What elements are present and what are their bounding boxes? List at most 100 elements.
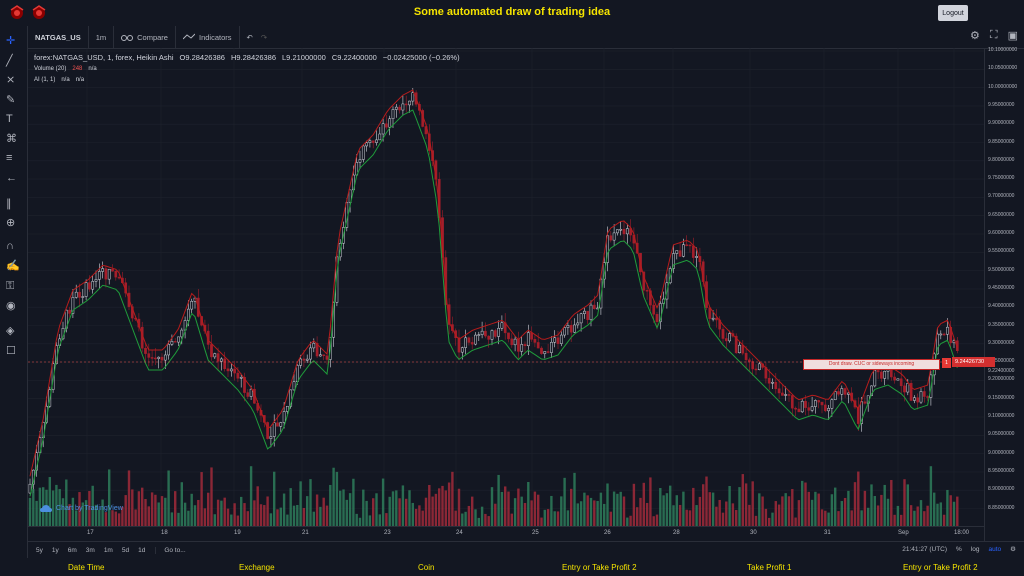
symbol-search[interactable]: NATGAS_US (28, 26, 89, 48)
candle-body (154, 357, 157, 360)
compare-button[interactable]: Compare (114, 26, 176, 48)
volume-bar (824, 510, 827, 526)
candle-body (302, 358, 306, 361)
volume-bar (487, 516, 490, 526)
volume-label[interactable]: Volume (20) (34, 65, 67, 72)
price-chart[interactable] (28, 48, 984, 541)
bottom-bar: 5y 1y 6m 3m 1m 5d 1d Go to... 21:41:27 (UTC) %… (28, 541, 1024, 559)
candle-body (870, 385, 873, 397)
candle-body (830, 399, 834, 409)
range-button-5y[interactable]: 5y (36, 547, 43, 554)
camera-icon[interactable]: ▣ (1007, 30, 1018, 42)
ruler-icon[interactable]: ∥ (6, 198, 12, 210)
zoom-icon[interactable]: ⊕ (6, 217, 16, 229)
candle-body (173, 341, 177, 343)
volume-bar (207, 492, 210, 526)
compare-label: Compare (137, 32, 168, 42)
volume-bar (372, 498, 375, 526)
eye-icon[interactable]: ◉ (6, 300, 16, 312)
volume-bar (421, 510, 424, 526)
range-button-1m[interactable]: 1m (103, 547, 113, 554)
undo-icon[interactable]: ↶ (246, 32, 253, 42)
lock-draw-icon[interactable]: ✍ (6, 260, 20, 272)
price-scale[interactable]: 10.10000000 10.05000000 10.00000000 9.95000… (984, 47, 1024, 541)
volume-bar (398, 498, 401, 526)
volume-bar (579, 501, 583, 526)
range-button-1d[interactable]: 1d (138, 547, 146, 554)
magnet-icon[interactable]: ∩ (6, 240, 14, 252)
redo-icon[interactable]: ↷ (260, 32, 268, 42)
volume-bar (197, 499, 200, 526)
range-buttons: 5y 1y 6m 3m 1m 5d 1d (36, 547, 145, 554)
resistance-line (29, 89, 958, 477)
time-tick: 17 (87, 530, 94, 536)
range-button-3m[interactable]: 3m (85, 547, 95, 554)
time-tick: 18:00 (954, 530, 970, 536)
legend-change: −0.02425000 (−0.26%) (382, 53, 460, 62)
candle-body (411, 92, 415, 102)
fib-icon[interactable]: ⨯ (6, 74, 16, 86)
volume-bar (540, 517, 543, 526)
volume-bar (553, 511, 556, 526)
volume-bar (715, 506, 718, 526)
volume-bar (306, 496, 309, 526)
layers-icon[interactable]: ◈ (6, 325, 15, 337)
lock-icon[interactable]: ⚿ (6, 280, 15, 292)
volume-bar (157, 502, 160, 526)
ai-label[interactable]: AI (1, 1) (34, 76, 56, 83)
candle-body (391, 109, 395, 119)
volume-bar (936, 503, 939, 526)
logout-button[interactable]: Logout (938, 5, 968, 21)
volume-bar (325, 505, 329, 526)
legend-title[interactable]: forex:NATGAS_USD, 1, forex, Heikin Ashi (34, 53, 174, 62)
volume-bar (847, 490, 850, 526)
pattern-icon[interactable]: ⌘ (6, 133, 17, 145)
text-icon[interactable]: T (6, 113, 13, 125)
candle-body (523, 344, 527, 347)
volume-bar (170, 512, 174, 526)
crosshair-icon[interactable]: ✛ (6, 35, 16, 47)
indicators-button[interactable]: Indicators (176, 26, 240, 48)
volume-bar (642, 482, 645, 526)
back-arrow-icon[interactable]: ← (6, 172, 17, 184)
tradingview-watermark[interactable]: Chart by TradingView (40, 504, 123, 513)
watermark-text: Chart by TradingView (56, 505, 123, 512)
candle-body (229, 368, 233, 372)
candle-body (672, 253, 675, 269)
settings-icon[interactable]: ⚙ (1010, 546, 1016, 553)
candle-body (398, 106, 401, 111)
range-button-5d[interactable]: 5d (121, 547, 130, 554)
volume-bar (101, 499, 104, 526)
volume-bar (91, 485, 94, 526)
volume-bar (220, 500, 223, 526)
candle-body (592, 304, 596, 309)
range-button-1y[interactable]: 1y (51, 547, 59, 554)
candle-body (167, 344, 170, 356)
time-tick: 28 (673, 530, 680, 536)
interval-button[interactable]: 1m (89, 26, 115, 48)
volume-bar (593, 500, 596, 526)
idea-annotation[interactable]: Dont draw. CUC or sideways incoming (803, 359, 940, 370)
measure-icon[interactable]: ≡ (6, 152, 13, 164)
time-scale[interactable]: 17 18 19 21 23 24 25 26 28 30 31 Sep 18:00 (28, 526, 984, 541)
volume-bar (903, 479, 906, 526)
trash-icon[interactable]: ☐ (6, 345, 16, 357)
volume-bar (616, 493, 619, 526)
annotation-marker[interactable]: 1 (942, 358, 951, 368)
trend-line-icon[interactable]: ╱ (6, 55, 13, 67)
auto-button[interactable]: auto (988, 545, 1002, 553)
volume-bar (612, 491, 616, 526)
footer-tp1: Take Profit 1 (747, 563, 792, 572)
volume-bar (55, 484, 58, 526)
price-tick: 9.40000000 (988, 303, 1015, 310)
percent-button[interactable]: % (956, 545, 962, 553)
brush-icon[interactable]: ✎ (6, 94, 16, 106)
settings-icon[interactable]: ⚙ (970, 30, 980, 42)
candle-body (546, 351, 550, 353)
range-button-6m[interactable]: 6m (67, 547, 77, 554)
goto-button[interactable]: Go to... (155, 547, 186, 554)
candle-body (781, 392, 784, 396)
log-button[interactable]: log (970, 545, 980, 553)
volume-bar (890, 479, 893, 526)
fullscreen-icon[interactable]: ⛶ (989, 29, 998, 41)
